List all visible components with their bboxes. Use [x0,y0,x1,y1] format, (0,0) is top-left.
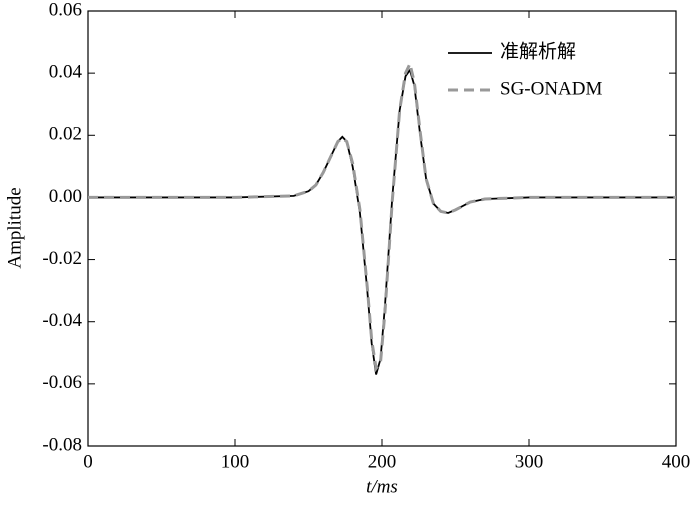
y-tick-label: -0.04 [42,310,82,331]
y-tick-label: 0.02 [49,124,82,145]
legend-label: 准解析解 [500,40,576,62]
x-tick-label: 100 [221,451,250,472]
plot-frame [87,10,677,447]
y-tick-label: 0.00 [49,186,82,207]
y-axis-label: Amplitude [4,187,25,268]
x-axis-label: t/ms [366,476,398,497]
y-tick-label: 0.04 [49,62,83,83]
x-tick-label: 300 [515,451,544,472]
y-tick-label: -0.08 [42,434,82,455]
y-tick-label: -0.02 [42,248,82,269]
x-tick-label: 200 [368,451,397,472]
data-line [88,59,676,373]
data-line [88,67,676,375]
x-tick-label: 400 [662,451,691,472]
y-tick-label: -0.06 [42,372,82,393]
y-tick-label: 0.06 [49,0,82,20]
legend-label: SG-ONADM [500,78,603,99]
x-tick-label: 0 [83,451,93,472]
